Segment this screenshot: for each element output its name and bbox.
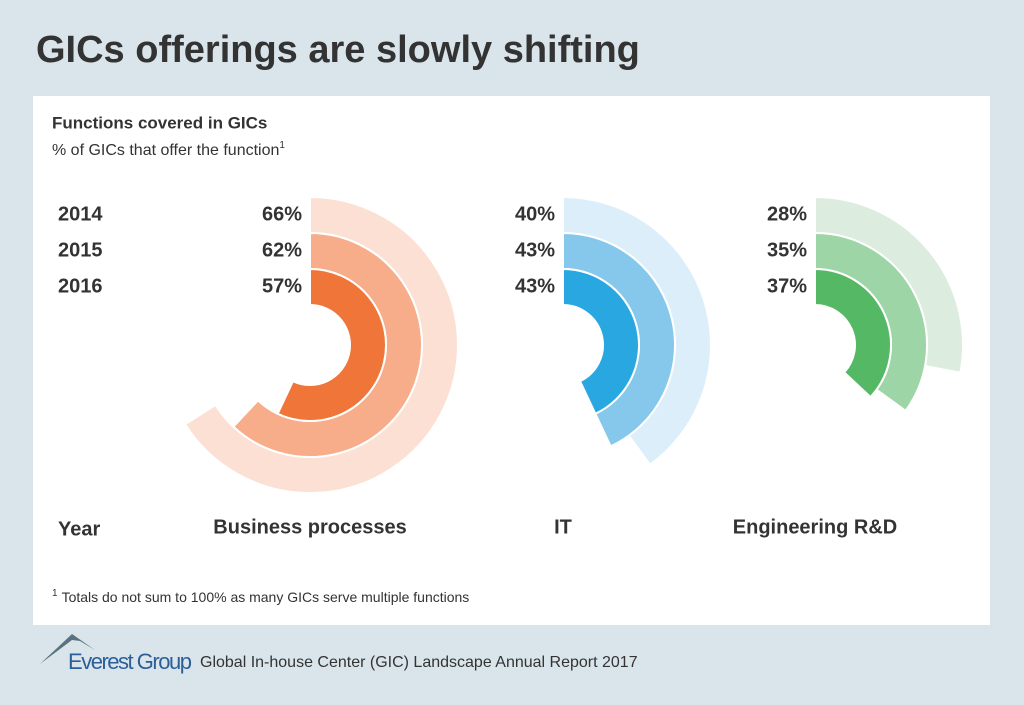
category-label: 2014 bbox=[58, 203, 103, 225]
footer-brand: Everest Group bbox=[68, 649, 192, 674]
footnote-marker: 1 bbox=[52, 588, 58, 599]
panel bbox=[33, 96, 990, 625]
page-title: GICs offerings are slowly shifting bbox=[36, 29, 640, 71]
series-label: Business processes bbox=[213, 516, 406, 538]
radial-bar bbox=[276, 267, 387, 422]
footnote: 1 Totals do not sum to 100% as many GICs … bbox=[52, 588, 469, 605]
value-label: 57% bbox=[262, 275, 302, 297]
chart-subtitle: % of GICs that offer the function1 bbox=[52, 140, 285, 160]
category-label: Year bbox=[58, 518, 100, 540]
value-label: 43% bbox=[515, 275, 555, 297]
value-label: 43% bbox=[515, 239, 555, 261]
value-label: 37% bbox=[767, 275, 807, 297]
radial-bar bbox=[814, 267, 892, 399]
value-label: 66% bbox=[262, 203, 302, 225]
footer-text: Global In-house Center (GIC) Landscape A… bbox=[200, 654, 638, 671]
subtitle-note: 1 bbox=[279, 140, 285, 151]
value-label: 28% bbox=[767, 203, 807, 225]
logo-mark bbox=[40, 634, 95, 664]
category-label: 2015 bbox=[58, 239, 103, 261]
category-label: 2016 bbox=[58, 275, 103, 297]
value-label: 62% bbox=[262, 239, 302, 261]
subtitle-text: % of GICs that offer the function bbox=[52, 142, 279, 159]
value-label: 35% bbox=[767, 239, 807, 261]
footnote-text: Totals do not sum to 100% as many GICs s… bbox=[62, 589, 470, 605]
series-label: Engineering R&D bbox=[733, 516, 897, 538]
value-label: 40% bbox=[515, 203, 555, 225]
radial-bar bbox=[562, 267, 640, 416]
chart-title: Functions covered in GICs bbox=[52, 113, 267, 132]
series-label: IT bbox=[554, 516, 572, 538]
